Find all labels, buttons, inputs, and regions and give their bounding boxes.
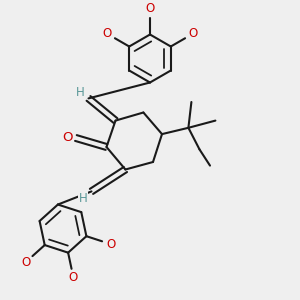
Text: O: O [21,256,30,268]
Text: O: O [103,27,112,40]
Text: O: O [106,238,115,250]
Text: O: O [62,130,73,144]
Text: O: O [146,2,154,16]
Text: H: H [76,86,85,99]
Text: O: O [188,27,197,40]
Text: O: O [69,271,78,284]
Text: H: H [79,191,88,205]
